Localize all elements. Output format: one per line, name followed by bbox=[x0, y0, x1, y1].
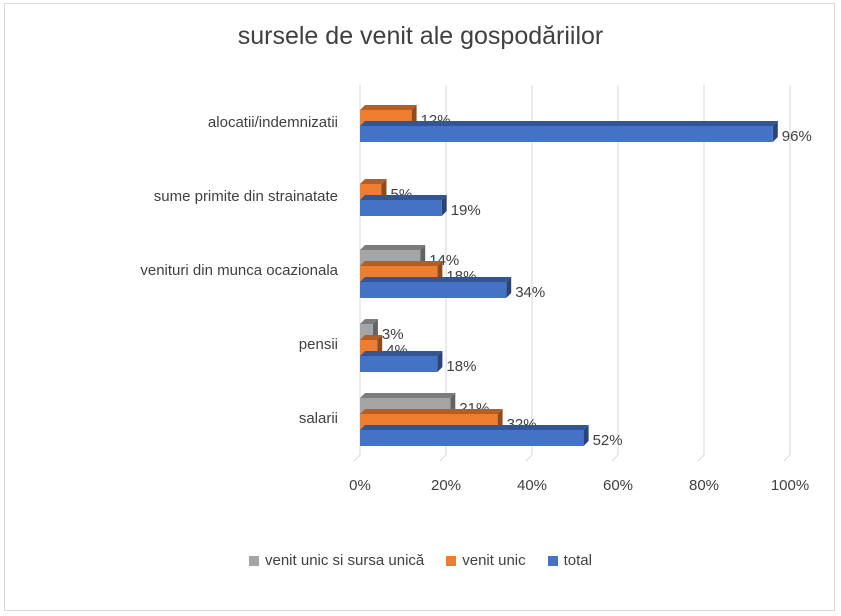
gridline-depth bbox=[353, 454, 361, 462]
bar-side bbox=[437, 261, 443, 282]
bar-top bbox=[360, 121, 778, 126]
data-label: 96% bbox=[782, 128, 812, 145]
x-tick-label: 60% bbox=[603, 477, 633, 494]
x-tick-label: 80% bbox=[689, 477, 719, 494]
legend-item: venit unic bbox=[446, 552, 526, 569]
bar-top bbox=[360, 351, 443, 356]
data-label: 18% bbox=[446, 358, 476, 375]
data-label: 34% bbox=[515, 284, 545, 301]
bar-side bbox=[450, 393, 456, 414]
bar-top bbox=[360, 393, 456, 398]
legend-label: venit unic si sursa unică bbox=[265, 552, 425, 569]
bar-top bbox=[360, 277, 512, 282]
bar-side bbox=[437, 351, 443, 372]
category-label: pensii bbox=[299, 336, 338, 353]
x-tick-label: 40% bbox=[517, 477, 547, 494]
bar-side bbox=[506, 277, 512, 298]
legend-label: total bbox=[563, 552, 592, 569]
legend-swatch bbox=[446, 555, 457, 566]
bar-side bbox=[420, 245, 426, 266]
data-label: 52% bbox=[593, 432, 623, 449]
bar bbox=[360, 430, 584, 446]
bar-side bbox=[583, 425, 589, 446]
x-tick-label: 20% bbox=[431, 477, 461, 494]
data-label: 3% bbox=[382, 326, 404, 343]
data-label: 19% bbox=[451, 202, 481, 219]
bar bbox=[360, 356, 438, 372]
category-label: alocatii/indemnizatii bbox=[208, 114, 338, 131]
bar-top bbox=[360, 245, 426, 250]
bar-side bbox=[441, 195, 447, 216]
bar-side bbox=[381, 179, 387, 200]
gridline-depth bbox=[439, 454, 447, 462]
legend-item: total bbox=[547, 552, 592, 569]
bar-top bbox=[360, 409, 503, 414]
bar-top bbox=[360, 261, 443, 266]
legend-item: venit unic si sursa unică bbox=[249, 552, 424, 569]
gridline-depth bbox=[611, 454, 619, 462]
bar-side bbox=[411, 105, 417, 126]
bar bbox=[360, 200, 442, 216]
chart-frame bbox=[4, 3, 835, 611]
legend-swatch bbox=[249, 555, 259, 566]
bar bbox=[360, 126, 773, 142]
chart-legend: venit unic si sursa unică venit unic total bbox=[0, 552, 841, 569]
category-label: salarii bbox=[299, 410, 338, 427]
gridline-depth bbox=[697, 454, 705, 462]
bar-top bbox=[360, 319, 378, 324]
bar-side bbox=[497, 409, 503, 430]
bar-side bbox=[372, 319, 378, 340]
bar-side bbox=[377, 335, 383, 356]
gridline-depth bbox=[783, 454, 791, 462]
category-label: sume primite din strainatate bbox=[154, 188, 338, 205]
gridline-depth bbox=[525, 454, 533, 462]
bar-top bbox=[360, 105, 417, 110]
legend-label: venit unic bbox=[462, 552, 526, 569]
chart-title: sursele de venit ale gospodăriilor bbox=[237, 22, 604, 50]
x-tick-label: 100% bbox=[771, 477, 809, 494]
bar-top bbox=[360, 195, 447, 200]
bar-top bbox=[360, 179, 387, 184]
bar-top bbox=[360, 425, 589, 430]
x-tick-label: 0% bbox=[349, 477, 371, 494]
bar bbox=[360, 282, 507, 298]
bar-top bbox=[360, 335, 383, 340]
bar-side bbox=[772, 121, 778, 142]
category-label: venituri din munca ocazionala bbox=[140, 262, 338, 279]
legend-swatch bbox=[547, 555, 558, 566]
